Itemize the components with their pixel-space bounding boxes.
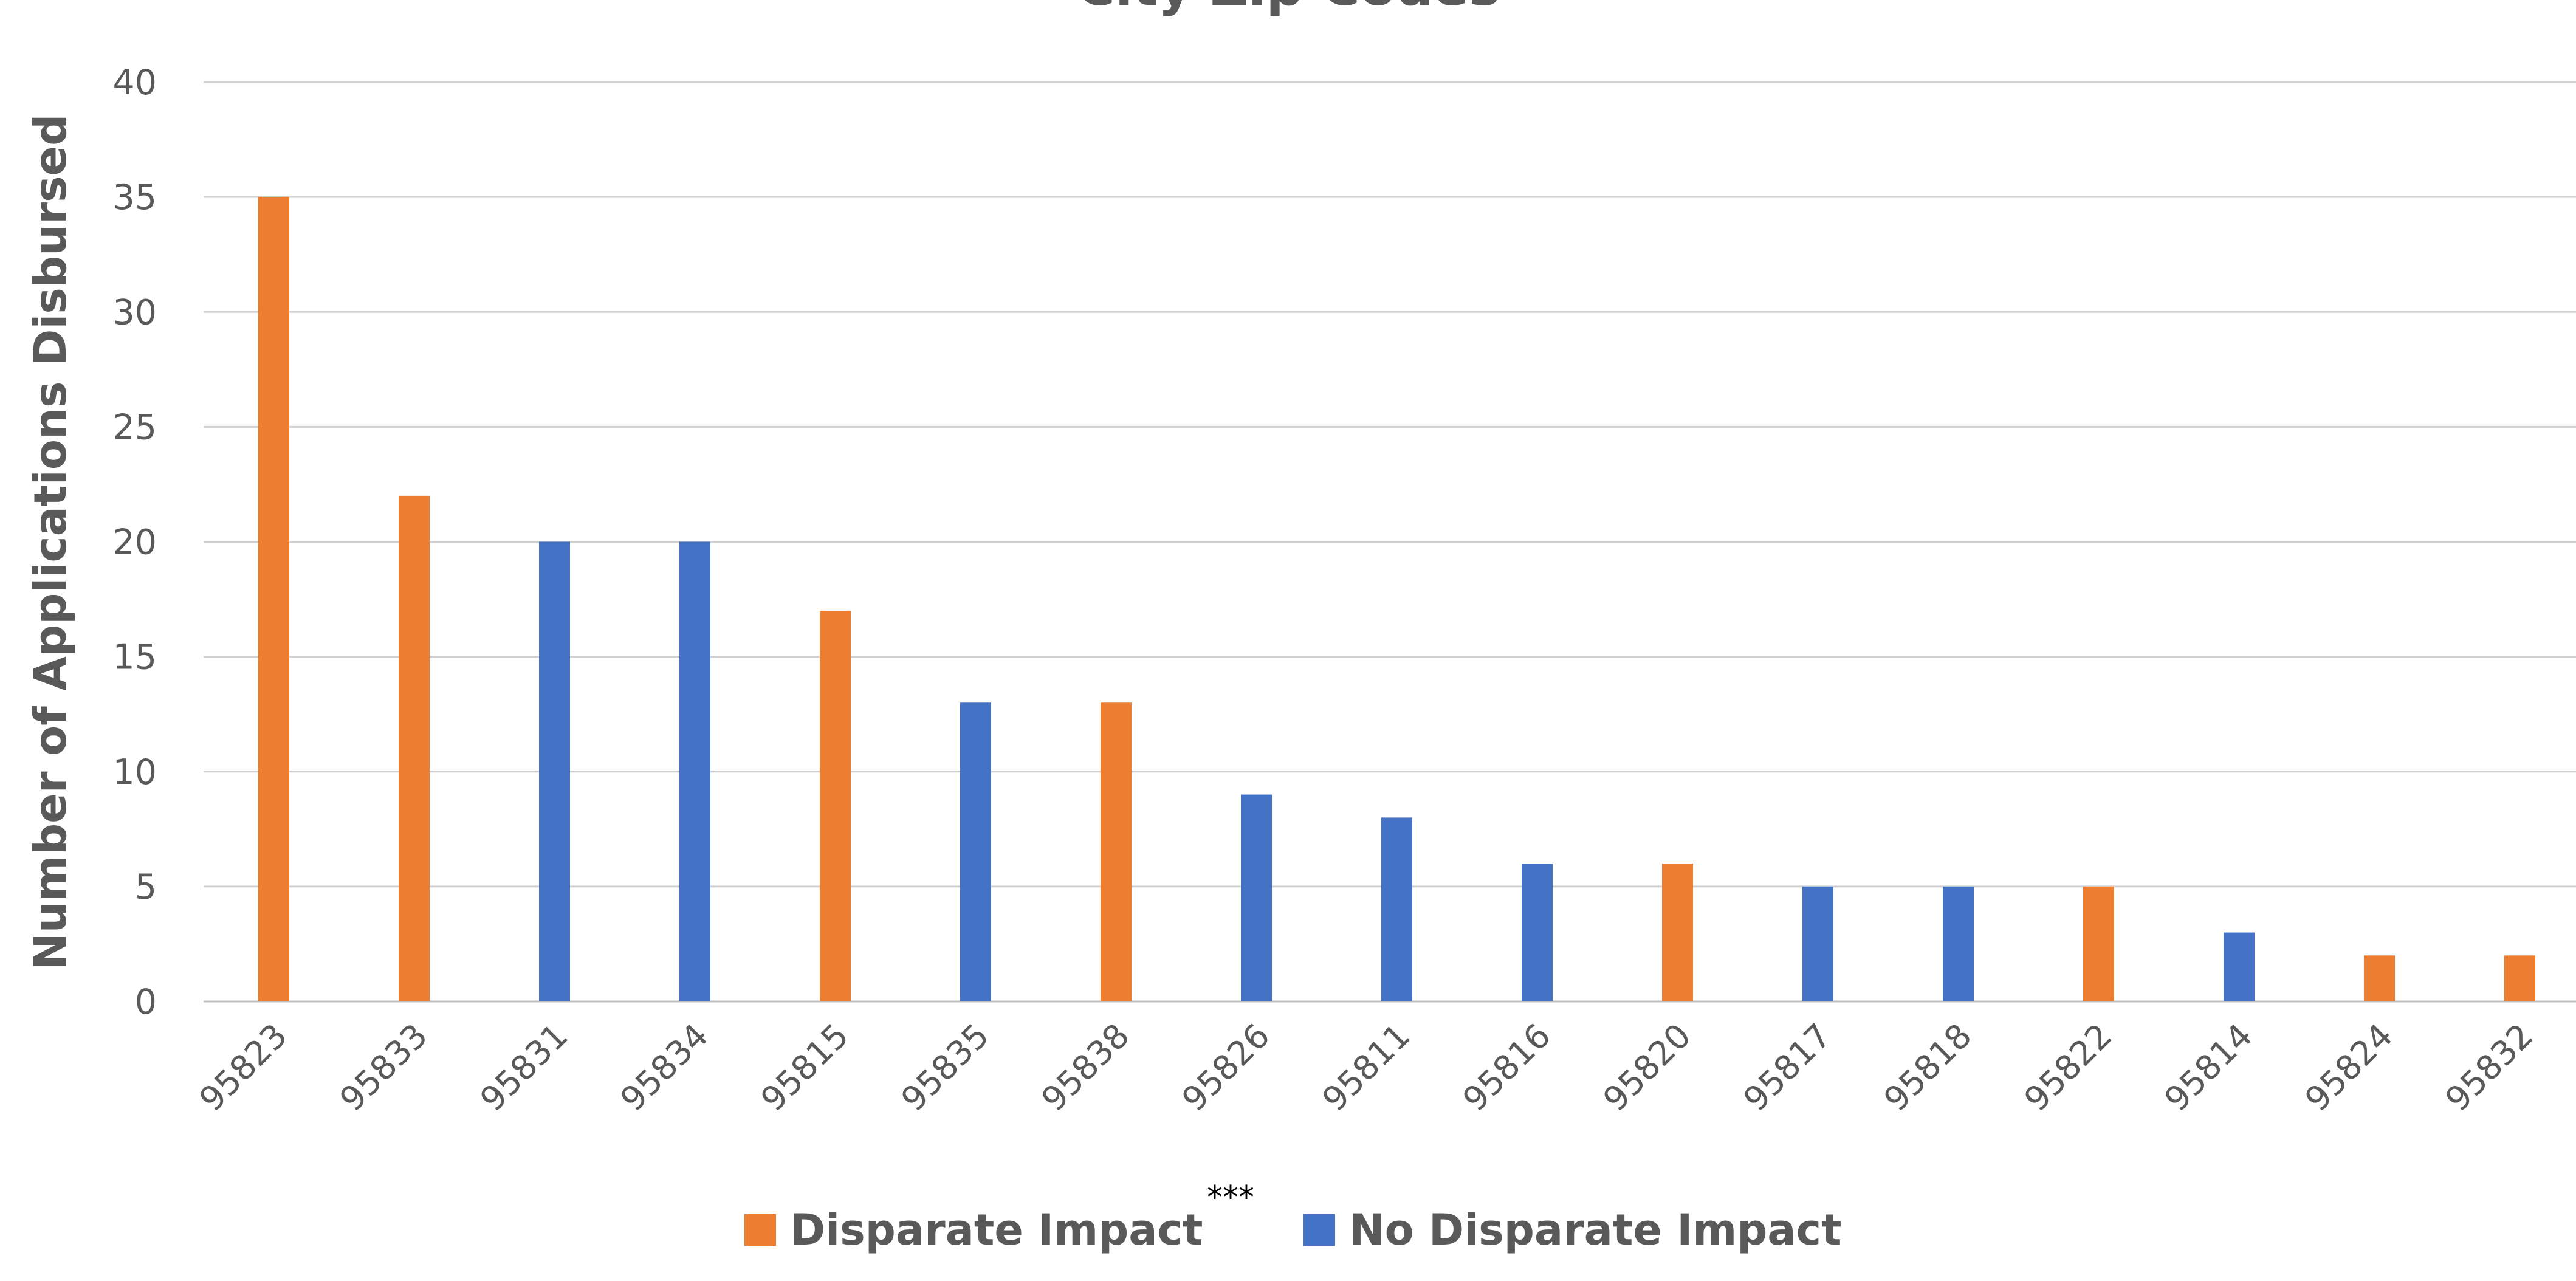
bar-95820	[1662, 864, 1693, 1001]
bar-95814	[2224, 932, 2255, 1001]
y-tick-label: 0	[135, 982, 157, 1022]
legend-label: Disparate Impact	[790, 1205, 1203, 1255]
x-tick-label: 95832	[2438, 1016, 2541, 1119]
bar-95826	[1241, 794, 1272, 1001]
x-tick-label: 95835	[894, 1016, 997, 1119]
x-tick-label: 95818	[1877, 1016, 1979, 1119]
x-tick-label: 95838	[1034, 1016, 1137, 1119]
legend-label: No Disparate Impact	[1349, 1205, 1842, 1255]
bar-95831	[539, 541, 570, 1001]
x-tick-label: 95833	[332, 1016, 435, 1119]
x-tick-label: 95811	[1315, 1016, 1418, 1119]
x-tick-label: 95834	[613, 1016, 716, 1119]
bar-95811	[1381, 817, 1412, 1001]
bar-95835	[960, 702, 991, 1001]
x-tick-label: 95814	[2157, 1016, 2260, 1119]
bar-95816	[1522, 864, 1553, 1001]
x-tick-label: 95816	[1455, 1016, 1558, 1119]
legend-swatch	[744, 1214, 776, 1246]
x-axis-ticks: 95823 95833 95831 95834 95815 95835 95838 95826…	[192, 1016, 2541, 1119]
y-axis-ticks: 0 5 10 15 20 25 30 35 40	[112, 63, 157, 1022]
chart-title: City Zip Codes	[1077, 0, 1500, 18]
bar-95818	[1943, 886, 1974, 1001]
bar-95838	[1101, 702, 1132, 1001]
bar-95817	[1802, 886, 1833, 1001]
bars	[258, 197, 2535, 1001]
x-tick-label: 95822	[2017, 1016, 2120, 1119]
bar-95824	[2364, 955, 2395, 1001]
legend: Disparate Impact No Disparate Impact	[744, 1205, 1842, 1255]
x-tick-label: 95824	[2298, 1016, 2400, 1119]
y-tick-label: 30	[112, 292, 157, 332]
x-tick-label: 95826	[1175, 1016, 1277, 1119]
x-tick-label: 95831	[473, 1016, 575, 1119]
y-tick-label: 10	[112, 752, 157, 792]
y-tick-label: 5	[135, 867, 157, 907]
y-tick-label: 35	[112, 177, 157, 218]
bar-95832	[2504, 955, 2535, 1001]
x-tick-label: 95820	[1596, 1016, 1698, 1119]
x-tick-label: 95823	[192, 1016, 295, 1119]
bar-95815	[820, 610, 851, 1001]
y-tick-label: 25	[112, 407, 157, 447]
y-tick-label: 20	[112, 523, 157, 563]
bar-95833	[399, 495, 430, 1001]
legend-swatch	[1303, 1214, 1335, 1246]
annotation-asterisks: ***	[1207, 1180, 1254, 1216]
gridlines	[204, 81, 2576, 1003]
y-tick-label: 40	[112, 63, 157, 103]
y-axis-title: Number of Applications Disbursed	[25, 114, 77, 970]
bar-95822	[2083, 886, 2114, 1001]
bar-95823	[258, 197, 289, 1001]
x-tick-label: 95817	[1736, 1016, 1839, 1119]
bar-95834	[679, 541, 710, 1001]
x-tick-label: 95815	[754, 1016, 856, 1119]
y-tick-label: 15	[112, 637, 157, 678]
